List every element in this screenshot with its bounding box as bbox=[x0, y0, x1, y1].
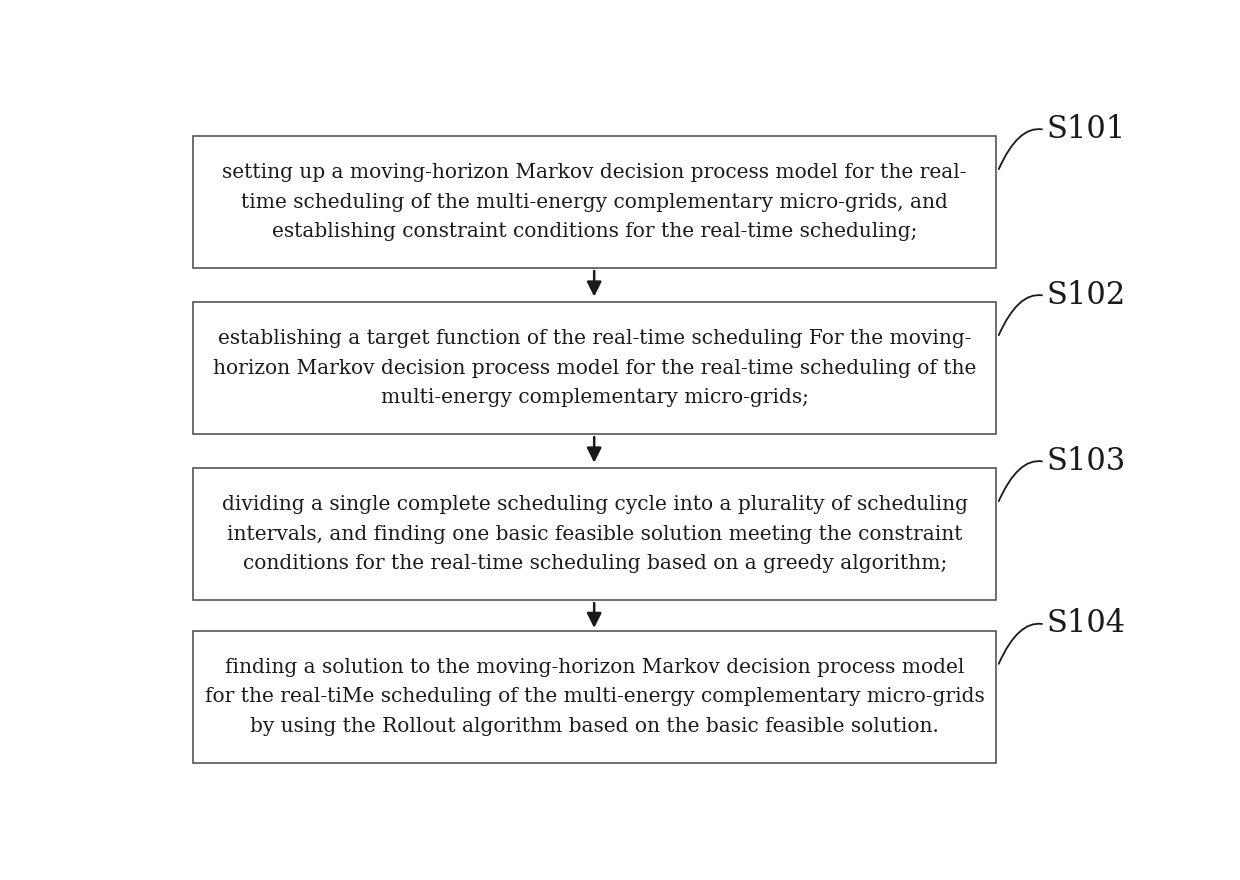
Text: dividing a single complete scheduling cycle into a plurality of scheduling
inter: dividing a single complete scheduling cy… bbox=[222, 495, 967, 573]
Text: S102: S102 bbox=[1047, 280, 1126, 311]
Text: S104: S104 bbox=[1047, 608, 1126, 640]
FancyBboxPatch shape bbox=[193, 302, 996, 434]
Text: S103: S103 bbox=[1047, 446, 1126, 477]
FancyBboxPatch shape bbox=[193, 631, 996, 763]
FancyBboxPatch shape bbox=[193, 468, 996, 600]
Text: setting up a moving-horizon Markov decision process model for the real-
time sch: setting up a moving-horizon Markov decis… bbox=[222, 163, 967, 241]
Text: establishing a target function of the real-time scheduling For the moving-
horiz: establishing a target function of the re… bbox=[213, 329, 976, 407]
FancyBboxPatch shape bbox=[193, 136, 996, 268]
Text: finding a solution to the moving-horizon Markov decision process model
for the r: finding a solution to the moving-horizon… bbox=[205, 658, 985, 736]
Text: S101: S101 bbox=[1047, 114, 1126, 145]
